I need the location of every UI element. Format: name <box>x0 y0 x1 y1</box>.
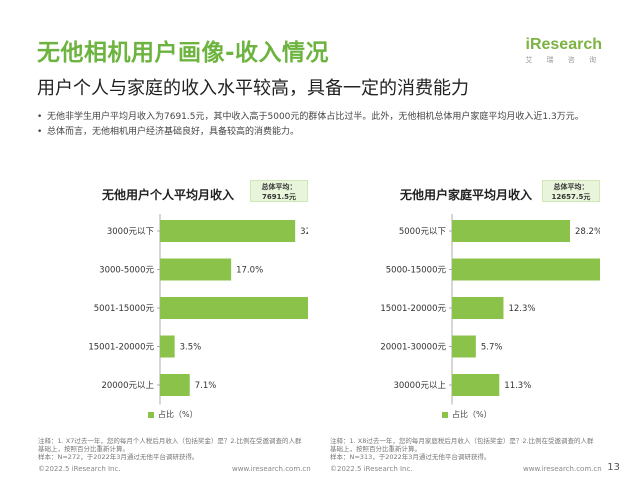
bullet-item: • 无他非学生用户平均月收入为7691.5元，其中收入高于5000元的群体占比过… <box>37 110 612 125</box>
value-label: 32.3% <box>300 227 308 237</box>
bullet-item: • 总体而言，无他相机用户经济基础良好，具备较高的消费能力。 <box>37 125 612 140</box>
category-label: 15001-20000元 <box>380 304 446 314</box>
category-label: 3000元以下 <box>107 227 155 237</box>
logo-subtext: 艾 瑞 咨 询 <box>525 56 602 64</box>
value-label: 11.3% <box>504 381 531 391</box>
category-label: 5000元以下 <box>399 227 447 237</box>
logo-text: iResearch <box>525 36 603 53</box>
chart-title: 无他用户家庭平均月收入 <box>400 188 533 202</box>
bar <box>452 258 600 281</box>
average-text: 总体平均： 12657.5元 <box>551 183 591 201</box>
bar <box>160 335 175 358</box>
bullet-text: 总体而言，无他相机用户经济基础良好，具备较高的消费能力。 <box>47 127 300 137</box>
category-label: 5000-15000元 <box>386 266 447 276</box>
bullet-dot-icon: • <box>37 127 43 137</box>
chart-panel-household: 无他用户家庭平均月收入 总体平均： 12657.5元 5000元以下 28.2% 5… <box>330 180 600 430</box>
bar <box>452 297 504 319</box>
bar <box>452 220 571 242</box>
average-badge: 总体平均： 7691.5元 <box>250 180 308 202</box>
bar <box>160 297 308 319</box>
average-text: 总体平均： 7691.5元 <box>261 183 297 201</box>
value-label: 3.5% <box>180 343 202 353</box>
bar-chart-personal: 3000元以下32.3%3000-5000元17.0%5001-15000元40… <box>88 214 308 405</box>
chart-note: 注释：1. X7过去一年，您的每月个人税后月收入（包括奖金）是？2.比例在受邀调… <box>38 437 302 461</box>
page-number: 13 <box>607 462 620 473</box>
legend-label: 占比（%） <box>158 410 198 419</box>
category-label: 15001-20000元 <box>88 343 154 353</box>
footer-copyright: ©2022.5 iResearch Inc. <box>330 465 413 473</box>
value-label: 5.7% <box>481 343 503 353</box>
legend-label: 占比（%） <box>452 410 492 419</box>
value-label: 7.1% <box>195 381 217 391</box>
bullet-text: 无他非学生用户平均月收入为7691.5元，其中收入高于5000元的群体占比过半。… <box>47 112 584 122</box>
category-label: 20000元以上 <box>101 381 154 391</box>
chart-legend: 占比（%） <box>148 409 198 420</box>
chart-title: 无他用户个人平均月收入 <box>102 188 235 202</box>
logo: iResearch 艾 瑞 咨 询 <box>525 36 602 65</box>
footer-url: www.iresearch.com.cn <box>523 465 602 473</box>
category-label: 5001-15000元 <box>94 304 155 314</box>
category-label: 3000-5000元 <box>99 266 154 276</box>
average-badge: 总体平均： 12657.5元 <box>542 180 600 202</box>
value-label: 28.2% <box>575 227 600 237</box>
footer-copyright: ©2022.5 iResearch Inc. <box>38 465 121 473</box>
chart-legend: 占比（%） <box>442 409 492 420</box>
bullet-dot-icon: • <box>37 112 43 122</box>
footer-url: www.iresearch.com.cn <box>232 465 311 473</box>
legend-swatch-icon <box>442 411 448 418</box>
bullet-list: • 无他非学生用户平均月收入为7691.5元，其中收入高于5000元的群体占比过… <box>37 110 612 140</box>
chart-panel-personal: 无他用户个人平均月收入 总体平均： 7691.5元 3000元以下 32.3% 30… <box>38 180 308 430</box>
page-subtitle: 用户个人与家庭的收入水平较高，具备一定的消费能力 <box>37 78 469 99</box>
value-label: 17.0% <box>236 266 263 276</box>
page-title: 无他相机用户画像-收入情况 <box>37 40 330 66</box>
chart-note: 注释：1. X8过去一年，您的每月家庭税后月收入（包括奖金）是？2.比例在受邀调… <box>330 437 594 461</box>
bar-chart-household: 5000元以下28.2%5000-15000元42.5%15001-20000元… <box>380 214 600 405</box>
value-label: 12.3% <box>508 304 535 314</box>
bar <box>452 335 476 358</box>
category-label: 30000元以上 <box>393 381 446 391</box>
bar <box>160 258 232 281</box>
category-label: 20001-30000元 <box>380 343 446 353</box>
legend-swatch-icon <box>148 411 154 418</box>
bar <box>160 220 296 242</box>
bar <box>160 374 190 396</box>
bar <box>452 374 500 396</box>
